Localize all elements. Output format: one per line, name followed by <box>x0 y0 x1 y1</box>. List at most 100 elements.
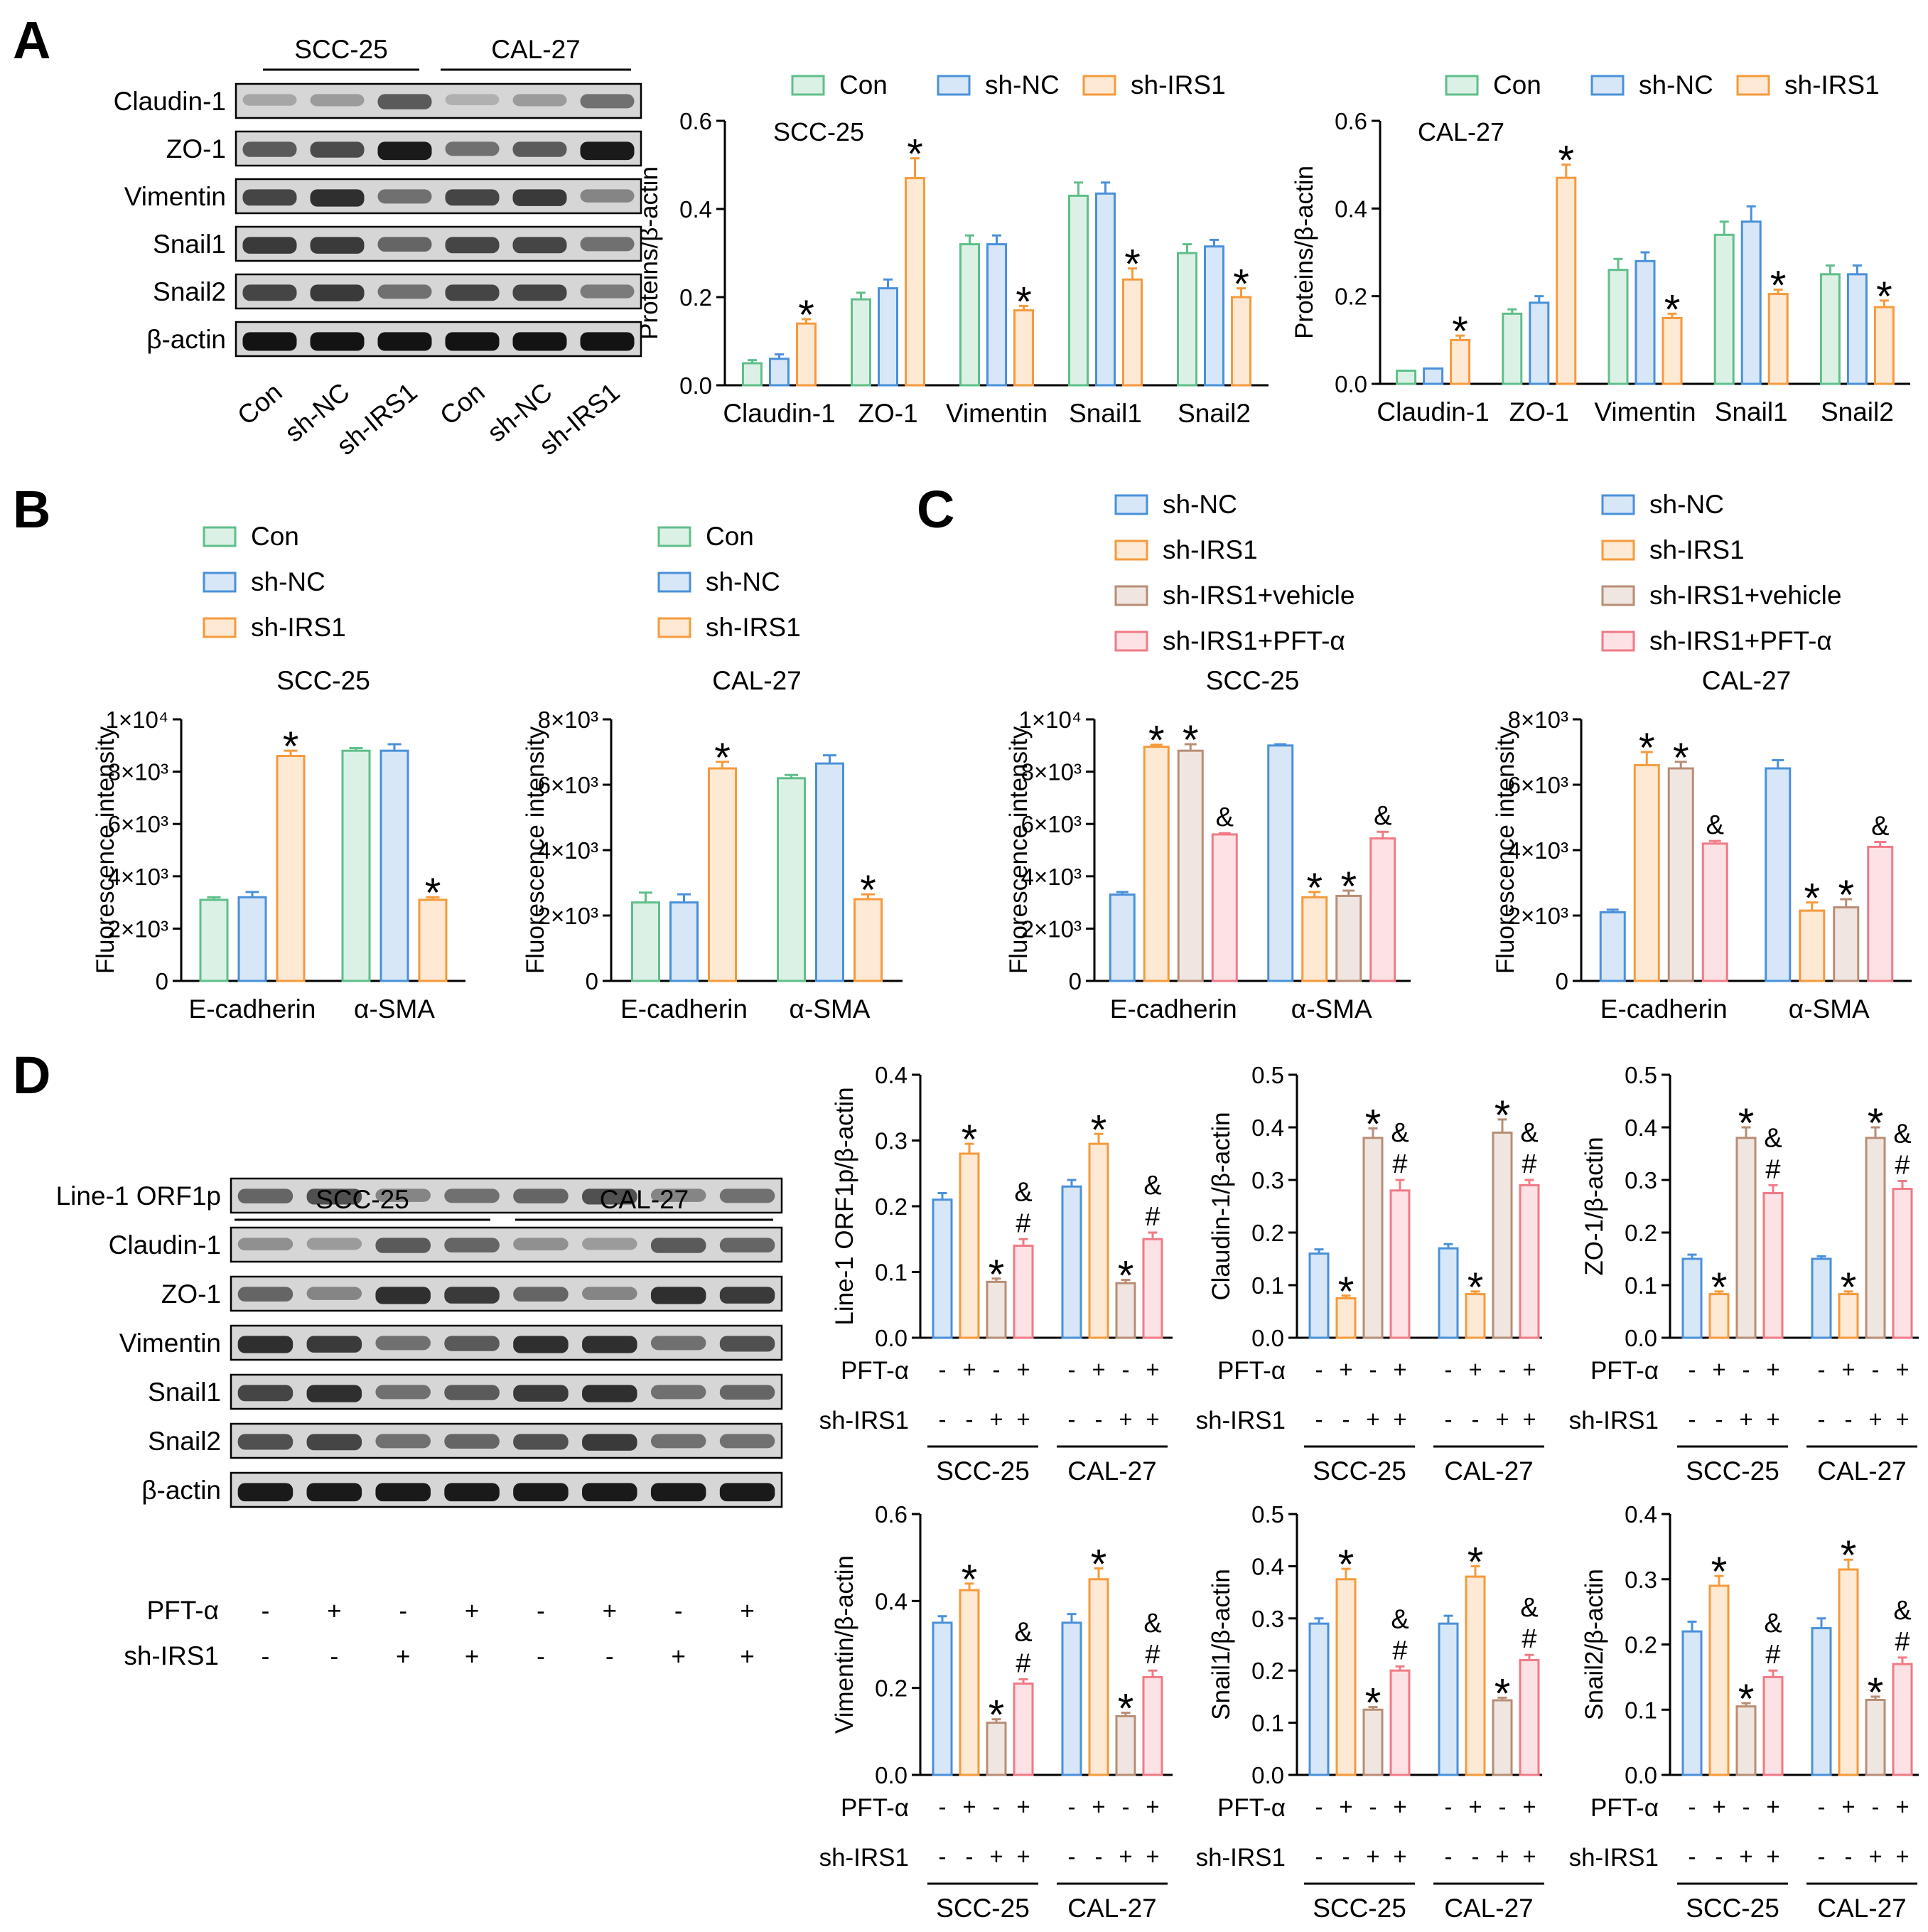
bar <box>1204 245 1224 387</box>
pft-sign: - <box>939 1793 947 1820</box>
blot-band <box>444 1238 500 1253</box>
pft-sign: - <box>1369 1356 1377 1383</box>
y-axis-label: Line-1 ORF1p/β-actin <box>831 1087 858 1325</box>
significance-mark: * <box>1118 1686 1134 1732</box>
significance-mark: # <box>1765 1154 1780 1184</box>
legend-item-sh-nc: sh-NC <box>657 567 780 596</box>
x-tick-label: Snail2 <box>1821 397 1894 426</box>
blot-shirs1-sign: + <box>671 1643 685 1670</box>
significance-mark: # <box>1392 1636 1407 1665</box>
legend-item-con: Con <box>791 70 888 100</box>
blot-band <box>377 141 432 161</box>
blot-pft-sign: + <box>327 1597 341 1625</box>
y-tick-label: 0.6 <box>679 108 712 134</box>
pft-row-label: PFT-α <box>841 1794 909 1822</box>
shirs1-sign: + <box>1522 1406 1536 1432</box>
pft-sign: - <box>1122 1356 1130 1383</box>
chart-D4: 0.00.20.40.6Vimentin/β-actin--*+-*-+#&++… <box>819 1501 1173 1923</box>
y-tick-label: 0.4 <box>1251 1553 1284 1579</box>
blot-band <box>444 1287 500 1304</box>
significance-mark: * <box>1233 262 1249 308</box>
y-tick-label: 0.1 <box>1625 1272 1657 1299</box>
shirs1-sign: + <box>1522 1843 1536 1869</box>
bar <box>1267 744 1294 982</box>
pft-sign: + <box>1468 1793 1482 1820</box>
significance-mark: # <box>1016 1648 1030 1678</box>
bar <box>1389 1669 1411 1776</box>
y-axis-label: Claudin-1/β-actin <box>1207 1112 1235 1300</box>
bar <box>1833 906 1860 982</box>
group-label: CAL-27 <box>1067 1894 1156 1923</box>
blot-band <box>513 1287 569 1302</box>
legend-swatch <box>1082 75 1116 96</box>
bar <box>1362 1137 1384 1339</box>
pft-sign: - <box>939 1356 947 1383</box>
y-tick-label: 0.6 <box>1335 108 1367 134</box>
blot-band <box>580 332 635 351</box>
significance-mark: * <box>1495 1093 1511 1139</box>
bar <box>1681 1630 1703 1776</box>
significance-mark: # <box>1765 1640 1780 1670</box>
bar <box>341 749 371 982</box>
significance-mark: * <box>962 1557 978 1603</box>
x-tick-label: ZO-1 <box>858 399 917 428</box>
x-tick-label: ZO-1 <box>1509 397 1569 426</box>
x-tick-label: E-cadherin <box>620 994 748 1024</box>
y-tick-label: 6×10³ <box>538 772 598 798</box>
bar <box>1892 1663 1913 1776</box>
blot-pft-sign: - <box>537 1597 545 1625</box>
blot-band <box>719 1238 775 1253</box>
pft-row-label: PFT-α <box>841 1357 909 1385</box>
chart-title: SCC-25 <box>1206 666 1300 695</box>
bar <box>1115 1714 1136 1776</box>
legend-item-sh-irs1-pft-: sh-IRS1+PFT-α <box>1601 626 1832 655</box>
shirs1-sign: + <box>1739 1406 1752 1432</box>
blot-band <box>719 1336 775 1352</box>
blot-strip <box>235 225 642 262</box>
blot-band <box>650 1483 706 1502</box>
y-axis-label: ZO-1/β-actin <box>1580 1137 1608 1275</box>
blot-band <box>377 189 432 204</box>
y-tick-label: 0.4 <box>1335 195 1367 222</box>
legend-label: sh-IRS1 <box>1784 70 1880 100</box>
blot-band <box>650 1188 706 1202</box>
blot-band <box>375 1434 431 1449</box>
bar <box>959 243 980 387</box>
pft-sign: - <box>1445 1356 1453 1383</box>
blot-pft-sign: - <box>674 1597 683 1625</box>
legend-label: Con <box>251 522 299 551</box>
pft-sign: + <box>1339 1356 1352 1383</box>
significance-mark: * <box>1711 1265 1728 1311</box>
bar <box>1013 1683 1034 1776</box>
pft-sign: - <box>1315 1793 1323 1820</box>
legend-swatch <box>1601 494 1635 515</box>
y-tick-label: 0.0 <box>1335 371 1367 397</box>
bar <box>1502 312 1523 385</box>
bar <box>1068 194 1089 387</box>
bar <box>1762 1192 1784 1339</box>
x-tick-label: E-cadherin <box>189 994 316 1024</box>
significance-mark: # <box>1895 1627 1910 1657</box>
pft-sign: + <box>962 1793 976 1820</box>
shirs1-sign: - <box>1445 1843 1453 1869</box>
y-tick-label: 0.3 <box>875 1128 908 1154</box>
significance-mark: & <box>1374 801 1391 831</box>
blot-band <box>513 1385 569 1402</box>
y-tick-label: 0.4 <box>679 196 712 222</box>
significance-mark: # <box>1895 1150 1910 1180</box>
legend-swatch <box>1114 630 1148 652</box>
blot-band <box>582 1336 637 1353</box>
chart-D3: 0.00.10.20.30.40.5ZO-1/β-actin--*+-*-+#&… <box>1569 1062 1919 1486</box>
group-label: CAL-27 <box>1817 1456 1906 1486</box>
bar <box>959 1589 980 1776</box>
bar <box>932 1198 953 1339</box>
blot-band <box>444 1385 500 1400</box>
significance-mark: * <box>1664 286 1681 333</box>
blot-band <box>310 189 365 207</box>
pft-sign: - <box>1743 1793 1750 1820</box>
significance-mark: * <box>1340 864 1357 910</box>
significance-mark: * <box>1365 1680 1382 1727</box>
shirs1-sign: - <box>1716 1406 1723 1432</box>
